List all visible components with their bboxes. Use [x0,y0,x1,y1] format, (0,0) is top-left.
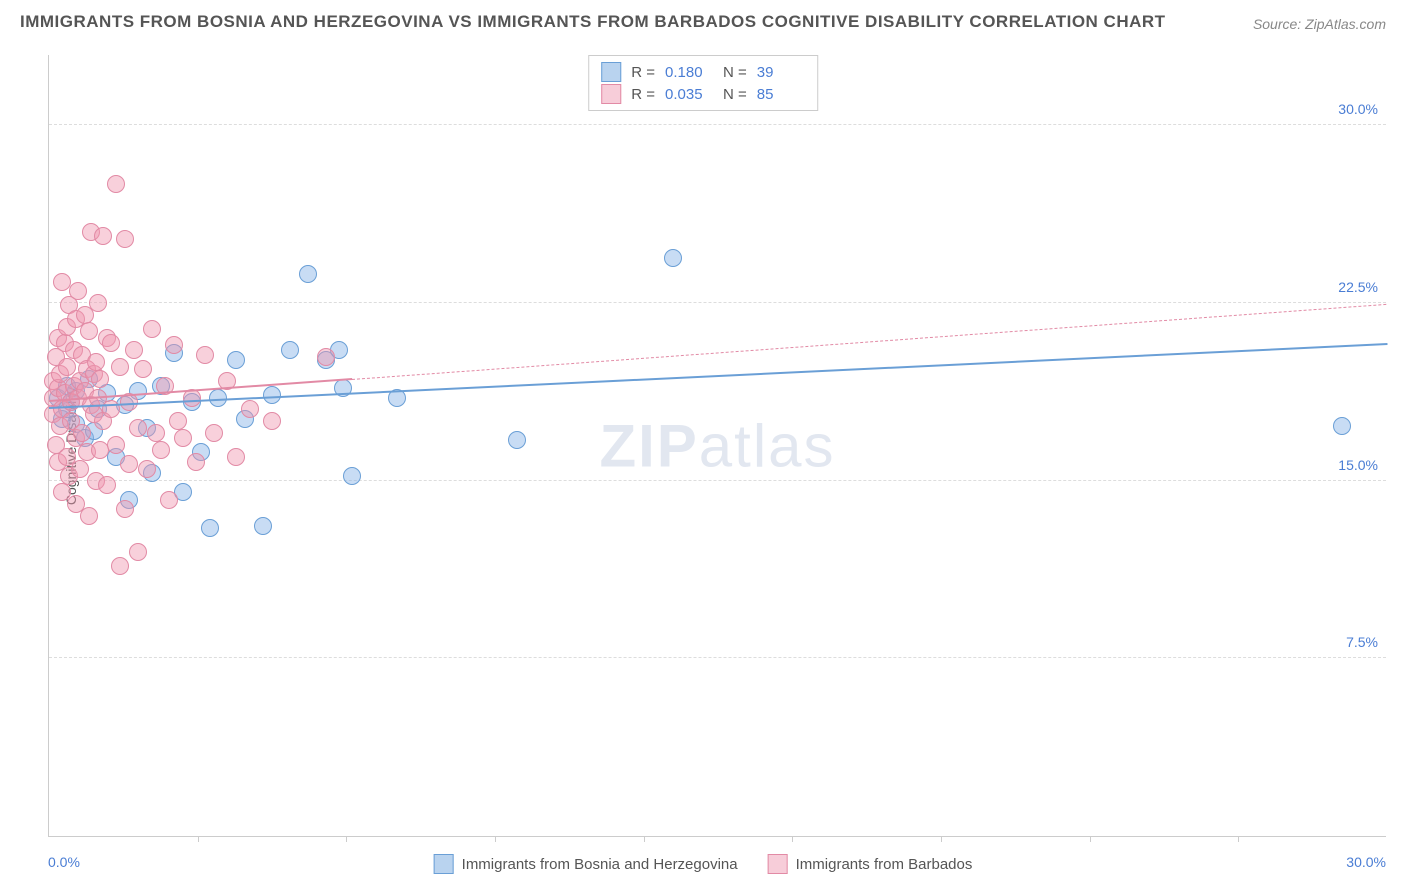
n-value: 85 [757,86,805,103]
data-point [69,282,87,300]
x-tick [1090,836,1091,842]
data-point [227,351,245,369]
data-point [111,557,129,575]
data-point [107,436,125,454]
data-point [98,476,116,494]
data-point [227,448,245,466]
y-tick-label: 22.5% [1338,279,1378,295]
data-point [71,460,89,478]
data-point [80,322,98,340]
data-point [343,467,361,485]
r-label: R = [631,64,655,81]
chart-title: IMMIGRANTS FROM BOSNIA AND HERZEGOVINA V… [20,12,1166,32]
x-min-label: 0.0% [48,854,80,870]
watermark: ZIPatlas [599,411,835,480]
data-point [116,500,134,518]
legend-swatch [434,854,454,874]
y-tick-label: 15.0% [1338,457,1378,473]
data-point [187,453,205,471]
y-tick-label: 30.0% [1338,101,1378,117]
data-point [58,358,76,376]
source-label: Source: ZipAtlas.com [1253,16,1386,32]
x-tick [198,836,199,842]
data-point [102,334,120,352]
data-point [94,227,112,245]
r-label: R = [631,86,655,103]
n-label: N = [723,64,747,81]
series-legend-item: Immigrants from Bosnia and Herzegovina [434,854,738,874]
data-point [1333,417,1351,435]
data-point [160,491,178,509]
data-point [87,353,105,371]
data-point [138,460,156,478]
data-point [299,265,317,283]
data-point [317,348,335,366]
data-point [107,175,125,193]
x-tick [644,836,645,842]
legend-swatch [601,62,621,82]
data-point [91,370,109,388]
data-point [125,341,143,359]
x-tick [346,836,347,842]
data-point [263,412,281,430]
data-point [664,249,682,267]
data-point [89,294,107,312]
gridline [49,480,1386,481]
data-point [152,441,170,459]
watermark-zip: ZIP [599,412,698,479]
data-point [196,346,214,364]
data-point [134,360,152,378]
data-point [80,507,98,525]
data-point [174,429,192,447]
series-legend: Immigrants from Bosnia and Herzegovina Im… [434,854,973,874]
x-tick [792,836,793,842]
data-point [147,424,165,442]
data-point [241,400,259,418]
data-point [169,412,187,430]
series-name: Immigrants from Bosnia and Herzegovina [462,856,738,873]
legend-swatch [768,854,788,874]
series-name: Immigrants from Barbados [796,856,973,873]
data-point [129,543,147,561]
data-point [254,517,272,535]
x-tick [495,836,496,842]
n-value: 39 [757,64,805,81]
data-point [205,424,223,442]
gridline [49,124,1386,125]
data-point [201,519,219,537]
data-point [116,230,134,248]
stats-legend-row: R = 0.035 N = 85 [601,84,805,104]
x-max-label: 30.0% [1346,854,1386,870]
gridline [49,302,1386,303]
x-tick [1238,836,1239,842]
stats-legend-row: R = 0.180 N = 39 [601,62,805,82]
data-point [120,455,138,473]
data-point [73,424,91,442]
data-point [143,320,161,338]
plot-area: ZIPatlas 7.5% 15.0% 22.5% 30.0% [48,55,1386,837]
watermark-atlas: atlas [699,412,836,479]
data-point [508,431,526,449]
y-tick-label: 7.5% [1346,634,1378,650]
n-label: N = [723,86,747,103]
stats-legend: R = 0.180 N = 39 R = 0.035 N = 85 [588,55,818,111]
gridline [49,657,1386,658]
data-point [111,358,129,376]
legend-swatch [601,84,621,104]
data-point [165,336,183,354]
chart-container: IMMIGRANTS FROM BOSNIA AND HERZEGOVINA V… [0,0,1406,892]
x-tick [941,836,942,842]
r-value: 0.035 [665,86,713,103]
data-point [281,341,299,359]
series-legend-item: Immigrants from Barbados [768,854,973,874]
r-value: 0.180 [665,64,713,81]
data-point [129,419,147,437]
